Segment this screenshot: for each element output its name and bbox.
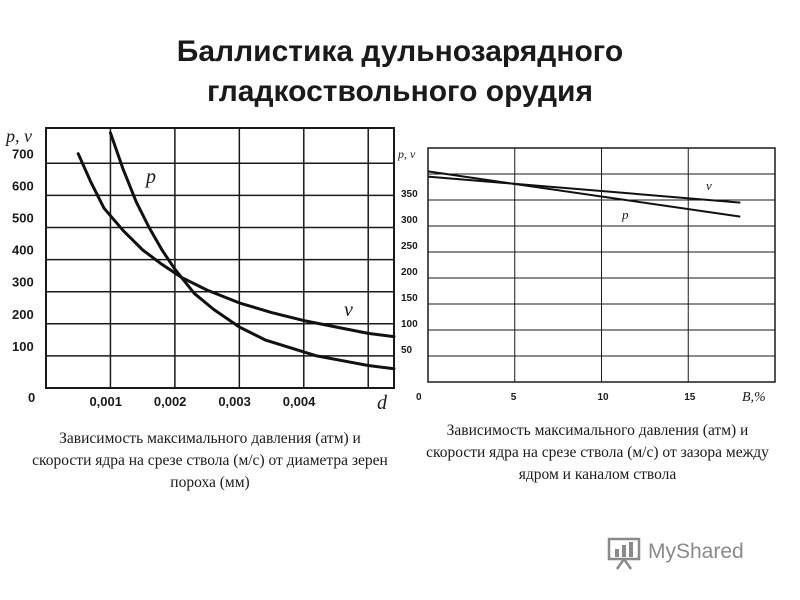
y-tick-label: 0 <box>28 390 35 405</box>
x-tick-label: 0,003 <box>218 394 251 409</box>
presentation-icon <box>607 537 641 570</box>
series-label-p: p <box>621 207 629 222</box>
y-tick-label: 700 <box>12 146 34 161</box>
y-axis-label: p, v <box>397 147 416 161</box>
y-tick-label: 500 <box>12 211 34 226</box>
series-label-p: p <box>144 166 156 188</box>
y-tick-label: 200 <box>12 307 34 322</box>
y-tick-label: 100 <box>401 319 418 330</box>
y-tick-label: 150 <box>401 293 418 304</box>
y-tick-label: 50 <box>401 345 413 356</box>
y-tick-label: 400 <box>12 243 34 258</box>
y-tick-label: 600 <box>12 178 34 193</box>
y-tick-label: 200 <box>401 267 418 278</box>
slide-title: Баллистика дульнозарядного гладкоствольн… <box>0 32 800 112</box>
y-tick-label: 250 <box>401 241 418 252</box>
watermark: MyShared <box>606 534 776 574</box>
title-line-1: Баллистика дульнозарядного <box>176 35 624 68</box>
caption-left: Зависимость максимального давления (атм)… <box>32 430 388 491</box>
title-line-2: гладкоствольного орудия <box>207 75 593 108</box>
series-line-v <box>427 175 741 204</box>
y-axis-label: p, v <box>4 126 32 146</box>
series-line-v <box>76 152 396 339</box>
x-tick-label: 5 <box>511 392 517 403</box>
watermark-text: MyShared <box>648 540 744 563</box>
series-label-v: v <box>706 178 712 193</box>
x-tick-label: 0,004 <box>283 394 316 409</box>
plot-frame <box>45 127 395 389</box>
x-tick-label: 0,002 <box>154 394 187 409</box>
y-tick-label: 300 <box>12 275 34 290</box>
caption-right: Зависимость максимального давления (атм)… <box>426 422 769 483</box>
x-tick-label: 10 <box>598 392 610 403</box>
y-tick-label: 300 <box>401 215 418 226</box>
series-line-p <box>427 170 741 218</box>
y-tick-label: 100 <box>12 339 34 354</box>
x-axis-label: B,% <box>742 390 766 405</box>
x-tick-label: 15 <box>684 392 696 403</box>
x-tick-label: 0 <box>416 392 422 403</box>
x-tick-label: 0,001 <box>89 394 122 409</box>
x-axis-label: d <box>377 392 388 414</box>
series-line-p <box>108 131 396 371</box>
chart-right: 50 100 150 200 250 300 350 0 5 10 15 p, v B,% v p <box>397 147 776 405</box>
y-tick-label: 350 <box>401 189 418 200</box>
series-label-v: v <box>344 299 353 321</box>
chart-left: 0 100 200 300 400 500 600 700 0,001 0,002 0,003 0,0… <box>4 126 396 414</box>
